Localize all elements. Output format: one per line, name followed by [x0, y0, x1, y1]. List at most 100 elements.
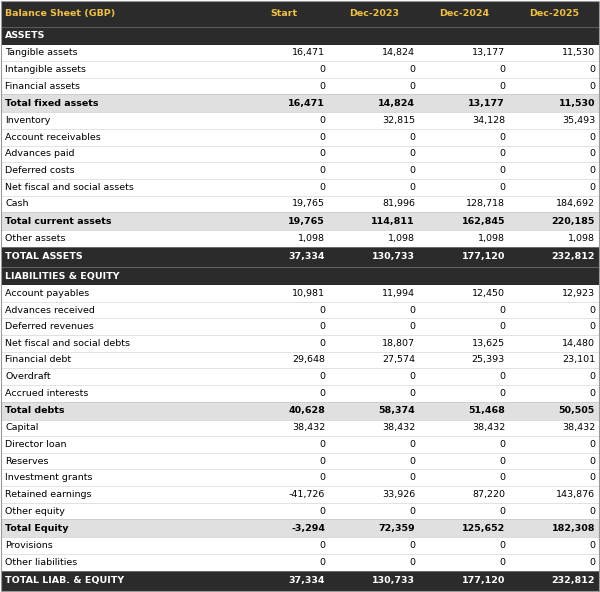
Text: Overdraft: Overdraft: [5, 372, 50, 381]
Text: 10,981: 10,981: [292, 289, 325, 298]
Text: Total Equity: Total Equity: [5, 524, 68, 533]
Text: Dec-2023: Dec-2023: [349, 9, 399, 18]
Bar: [1, 554, 599, 571]
Text: 0: 0: [499, 507, 505, 516]
Text: 0: 0: [499, 166, 505, 175]
Text: -41,726: -41,726: [289, 490, 325, 499]
Text: Advances received: Advances received: [5, 305, 95, 314]
Bar: [1, 571, 599, 591]
Text: 12,450: 12,450: [472, 289, 505, 298]
Text: 0: 0: [409, 372, 415, 381]
Text: 125,652: 125,652: [462, 524, 505, 533]
Text: 87,220: 87,220: [472, 490, 505, 499]
Text: 0: 0: [409, 322, 415, 331]
Text: Other liabilities: Other liabilities: [5, 558, 77, 567]
Text: 0: 0: [499, 473, 505, 482]
Text: 0: 0: [589, 440, 595, 449]
Text: 0: 0: [589, 558, 595, 567]
Text: Total current assets: Total current assets: [5, 217, 112, 226]
Text: TOTAL LIAB. & EQUITY: TOTAL LIAB. & EQUITY: [5, 576, 124, 585]
Text: 0: 0: [409, 456, 415, 465]
Text: 0: 0: [409, 507, 415, 516]
Text: 0: 0: [589, 133, 595, 142]
Text: 0: 0: [499, 456, 505, 465]
Text: Director loan: Director loan: [5, 440, 67, 449]
Text: 0: 0: [409, 133, 415, 142]
Bar: [1, 420, 599, 436]
Text: 33,926: 33,926: [382, 490, 415, 499]
Text: Account payables: Account payables: [5, 289, 89, 298]
Text: Dec-2024: Dec-2024: [439, 9, 489, 18]
Text: 11,994: 11,994: [382, 289, 415, 298]
Text: 11,530: 11,530: [562, 49, 595, 57]
Text: Accrued interests: Accrued interests: [5, 389, 88, 398]
Text: 38,432: 38,432: [472, 423, 505, 432]
Bar: [1, 230, 599, 247]
Text: 0: 0: [409, 541, 415, 550]
Text: 37,334: 37,334: [289, 252, 325, 262]
Text: Other assets: Other assets: [5, 234, 65, 243]
Text: 162,845: 162,845: [461, 217, 505, 226]
Text: 14,824: 14,824: [378, 99, 415, 108]
Text: 19,765: 19,765: [292, 200, 325, 208]
Bar: [1, 469, 599, 486]
Text: 0: 0: [499, 558, 505, 567]
Text: 34,128: 34,128: [472, 116, 505, 125]
Text: 0: 0: [319, 473, 325, 482]
Text: 0: 0: [319, 541, 325, 550]
Bar: [1, 195, 599, 212]
Text: 0: 0: [499, 440, 505, 449]
Bar: [1, 519, 599, 538]
Text: 0: 0: [319, 507, 325, 516]
Text: ASSETS: ASSETS: [5, 31, 46, 40]
Bar: [1, 486, 599, 503]
Text: Net fiscal and social assets: Net fiscal and social assets: [5, 183, 134, 192]
Text: 0: 0: [319, 339, 325, 348]
Text: Balance Sheet (GBP): Balance Sheet (GBP): [5, 9, 115, 18]
Bar: [1, 318, 599, 335]
Text: 25,393: 25,393: [472, 355, 505, 365]
Bar: [1, 162, 599, 179]
Text: 0: 0: [319, 82, 325, 91]
Text: 0: 0: [409, 183, 415, 192]
Text: 1,098: 1,098: [568, 234, 595, 243]
Bar: [1, 503, 599, 519]
Text: 0: 0: [409, 82, 415, 91]
Text: 0: 0: [499, 372, 505, 381]
Text: Tangible assets: Tangible assets: [5, 49, 77, 57]
Text: 0: 0: [409, 305, 415, 314]
Text: 0: 0: [409, 149, 415, 159]
Bar: [1, 335, 599, 352]
Text: TOTAL ASSETS: TOTAL ASSETS: [5, 252, 83, 262]
Text: 12,923: 12,923: [562, 289, 595, 298]
Text: 0: 0: [589, 541, 595, 550]
Text: 0: 0: [589, 166, 595, 175]
Text: 38,432: 38,432: [562, 423, 595, 432]
Text: 114,811: 114,811: [371, 217, 415, 226]
Text: Intangible assets: Intangible assets: [5, 65, 86, 74]
Text: Financial debt: Financial debt: [5, 355, 71, 365]
Text: 0: 0: [319, 183, 325, 192]
Text: 0: 0: [589, 456, 595, 465]
Text: Account receivables: Account receivables: [5, 133, 101, 142]
Bar: [1, 95, 599, 112]
Text: 18,807: 18,807: [382, 339, 415, 348]
Text: 0: 0: [409, 389, 415, 398]
Text: 58,374: 58,374: [378, 406, 415, 415]
Text: 72,359: 72,359: [379, 524, 415, 533]
Bar: [1, 129, 599, 146]
Bar: [1, 385, 599, 401]
Text: 40,628: 40,628: [288, 406, 325, 415]
Text: 177,120: 177,120: [461, 576, 505, 585]
Text: 27,574: 27,574: [382, 355, 415, 365]
Text: 23,101: 23,101: [562, 355, 595, 365]
Text: 0: 0: [589, 372, 595, 381]
Text: Investment grants: Investment grants: [5, 473, 92, 482]
Text: 35,493: 35,493: [562, 116, 595, 125]
Text: 51,468: 51,468: [468, 406, 505, 415]
Bar: [1, 1, 599, 27]
Text: 184,692: 184,692: [556, 200, 595, 208]
Bar: [1, 78, 599, 95]
Text: Financial assets: Financial assets: [5, 82, 80, 91]
Text: 0: 0: [319, 133, 325, 142]
